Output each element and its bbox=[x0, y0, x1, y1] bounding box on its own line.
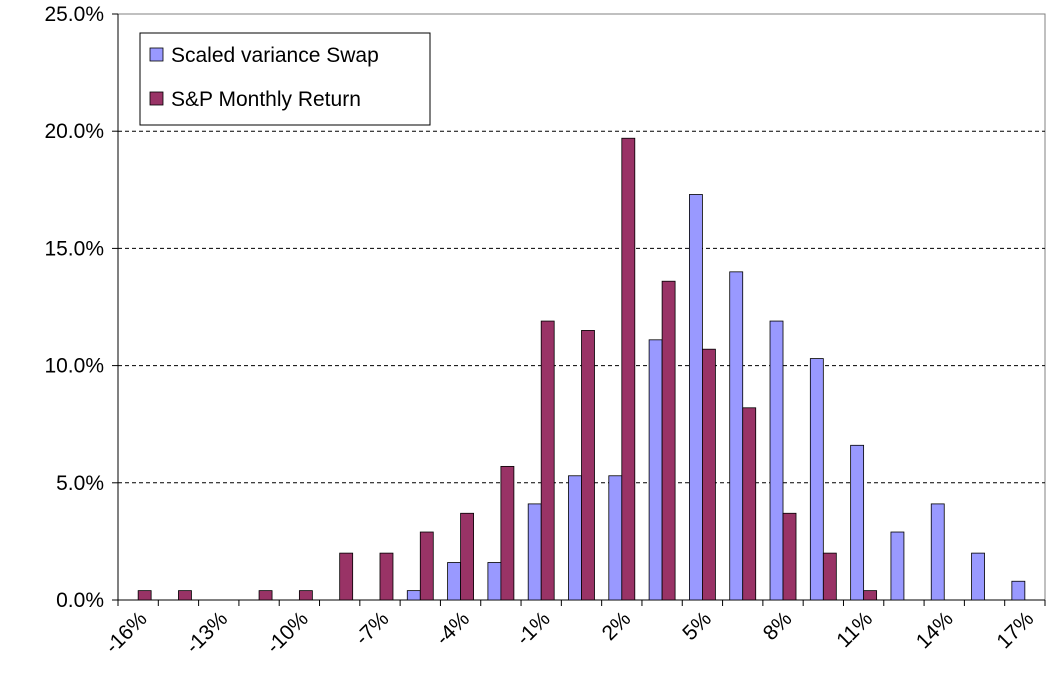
bar bbox=[621, 137, 636, 601]
legend-swatch bbox=[149, 91, 164, 106]
bar bbox=[850, 444, 865, 601]
x-tick-label: 17% bbox=[992, 607, 1038, 653]
bar bbox=[971, 552, 985, 601]
x-tick-label: 5% bbox=[678, 607, 716, 645]
bar bbox=[742, 407, 757, 601]
bar bbox=[702, 348, 716, 601]
bar bbox=[890, 531, 905, 601]
bar bbox=[487, 562, 502, 601]
bar bbox=[419, 531, 434, 601]
legend-label: Scaled variance Swap bbox=[171, 44, 379, 67]
x-tick-label: -1% bbox=[512, 607, 555, 650]
bar bbox=[1011, 580, 1026, 601]
bar bbox=[540, 320, 555, 601]
y-tick-label: 0.0% bbox=[56, 589, 104, 612]
bar bbox=[460, 512, 474, 601]
y-tick-label: 20.0% bbox=[44, 120, 104, 143]
x-tick-label: 8% bbox=[759, 607, 797, 645]
legend-box bbox=[139, 32, 431, 126]
legend-swatch bbox=[149, 47, 164, 62]
x-tick-label: 14% bbox=[912, 607, 958, 653]
x-tick-label: -7% bbox=[351, 607, 394, 650]
bar bbox=[822, 552, 837, 601]
bar bbox=[769, 320, 784, 601]
bar bbox=[568, 475, 582, 601]
bar bbox=[137, 590, 152, 601]
x-tick-label: -4% bbox=[431, 607, 474, 650]
legend-label: S&P Monthly Return bbox=[171, 88, 361, 111]
bar bbox=[527, 503, 542, 601]
legend: Scaled variance Swap S&P Monthly Return bbox=[139, 32, 431, 126]
bar bbox=[178, 590, 192, 601]
bar bbox=[339, 552, 354, 601]
bar bbox=[608, 475, 623, 601]
x-tick-label: -16% bbox=[101, 607, 152, 658]
x-tick-label: 11% bbox=[832, 607, 877, 652]
y-tick-label: 5.0% bbox=[56, 472, 104, 495]
y-tick-label: 25.0% bbox=[44, 3, 104, 26]
bar bbox=[648, 339, 663, 601]
bar bbox=[809, 358, 824, 601]
bar bbox=[447, 562, 461, 601]
bar bbox=[729, 271, 744, 601]
bar bbox=[379, 552, 394, 601]
bar bbox=[500, 465, 515, 601]
bar bbox=[863, 590, 878, 601]
bar bbox=[406, 590, 421, 601]
x-tick-label: -13% bbox=[181, 607, 232, 658]
y-tick-label: 15.0% bbox=[44, 237, 104, 260]
bar bbox=[298, 590, 313, 601]
bar bbox=[689, 194, 703, 601]
x-tick-label: -10% bbox=[262, 607, 313, 658]
bar bbox=[661, 280, 676, 601]
x-tick-label: 2% bbox=[598, 607, 636, 645]
bar bbox=[258, 590, 273, 601]
y-tick-label: 10.0% bbox=[44, 355, 104, 378]
bar bbox=[930, 503, 945, 601]
bar bbox=[581, 330, 595, 601]
bar bbox=[782, 512, 797, 601]
